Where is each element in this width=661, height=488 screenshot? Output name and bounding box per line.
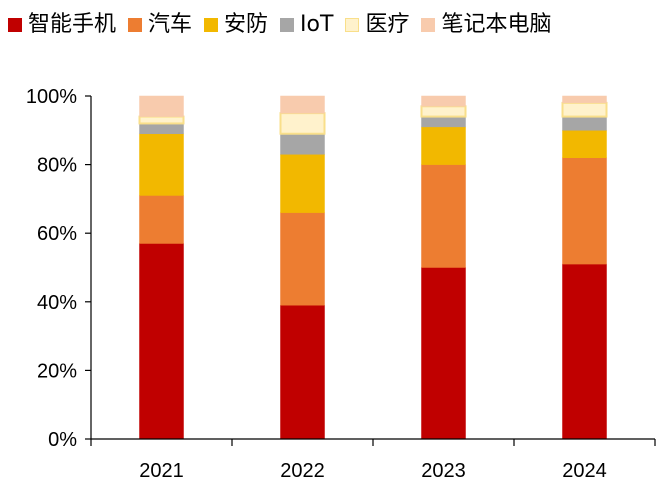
x-tick-label: 2023 (421, 460, 466, 482)
bar-segment (562, 157, 607, 265)
legend-label: 笔记本电脑 (441, 12, 552, 37)
legend-label: 汽车 (148, 12, 193, 37)
bar-segment (139, 195, 184, 244)
legend-swatch (345, 18, 360, 32)
legend-item: 安防 (204, 12, 268, 38)
legend-swatch (8, 18, 22, 32)
legend-item: 医疗 (345, 12, 409, 38)
bar-segment (420, 105, 467, 118)
bar-segment (138, 115, 185, 125)
y-tick-label: 40% (37, 292, 77, 314)
bar-segment (279, 112, 326, 135)
x-tick-label: 2024 (562, 460, 607, 482)
legend-label: 智能手机 (28, 12, 117, 37)
legend-item: IoT (280, 12, 333, 38)
bar-segment (421, 164, 466, 268)
bar-segment (280, 304, 325, 440)
bar-segment (562, 116, 607, 131)
legend-item: 汽车 (128, 12, 192, 38)
bar-segment (139, 95, 184, 117)
y-tick-label: 20% (37, 360, 77, 382)
bar-segment (280, 133, 325, 155)
legend-label: 医疗 (365, 12, 410, 37)
bar-segment (421, 126, 466, 165)
y-tick-label: 60% (37, 223, 77, 245)
x-tick-label: 2022 (280, 460, 325, 482)
bar-segment (421, 267, 466, 440)
legend-swatch (421, 18, 436, 32)
bar-segment (280, 212, 325, 306)
legend-item: 智能手机 (8, 12, 116, 38)
legend-label: IoT (300, 12, 334, 37)
y-tick-label: 0% (48, 429, 77, 451)
bar-segment (562, 95, 607, 104)
bar-segment (280, 154, 325, 213)
y-tick-label: 100% (26, 86, 77, 108)
chart-legend: 智能手机 汽车 安防 IoT 医疗 笔记本电脑 (8, 10, 551, 40)
legend-item: 笔记本电脑 (421, 12, 551, 38)
legend-swatch (204, 18, 219, 32)
bar-segment (139, 123, 184, 134)
y-tick-label: 80% (37, 155, 77, 177)
bar-segment (421, 116, 466, 128)
bar-segment (139, 133, 184, 196)
bar-segment (562, 130, 607, 158)
bar-segment (421, 95, 466, 107)
bar-segment (139, 243, 184, 440)
legend-label: 安防 (224, 12, 269, 37)
legend-swatch (280, 18, 295, 32)
bar-segment (562, 263, 607, 440)
legend-swatch (128, 18, 143, 32)
bar-segment (561, 101, 608, 118)
bar-segment (280, 95, 325, 114)
x-tick-label: 2021 (139, 460, 184, 482)
